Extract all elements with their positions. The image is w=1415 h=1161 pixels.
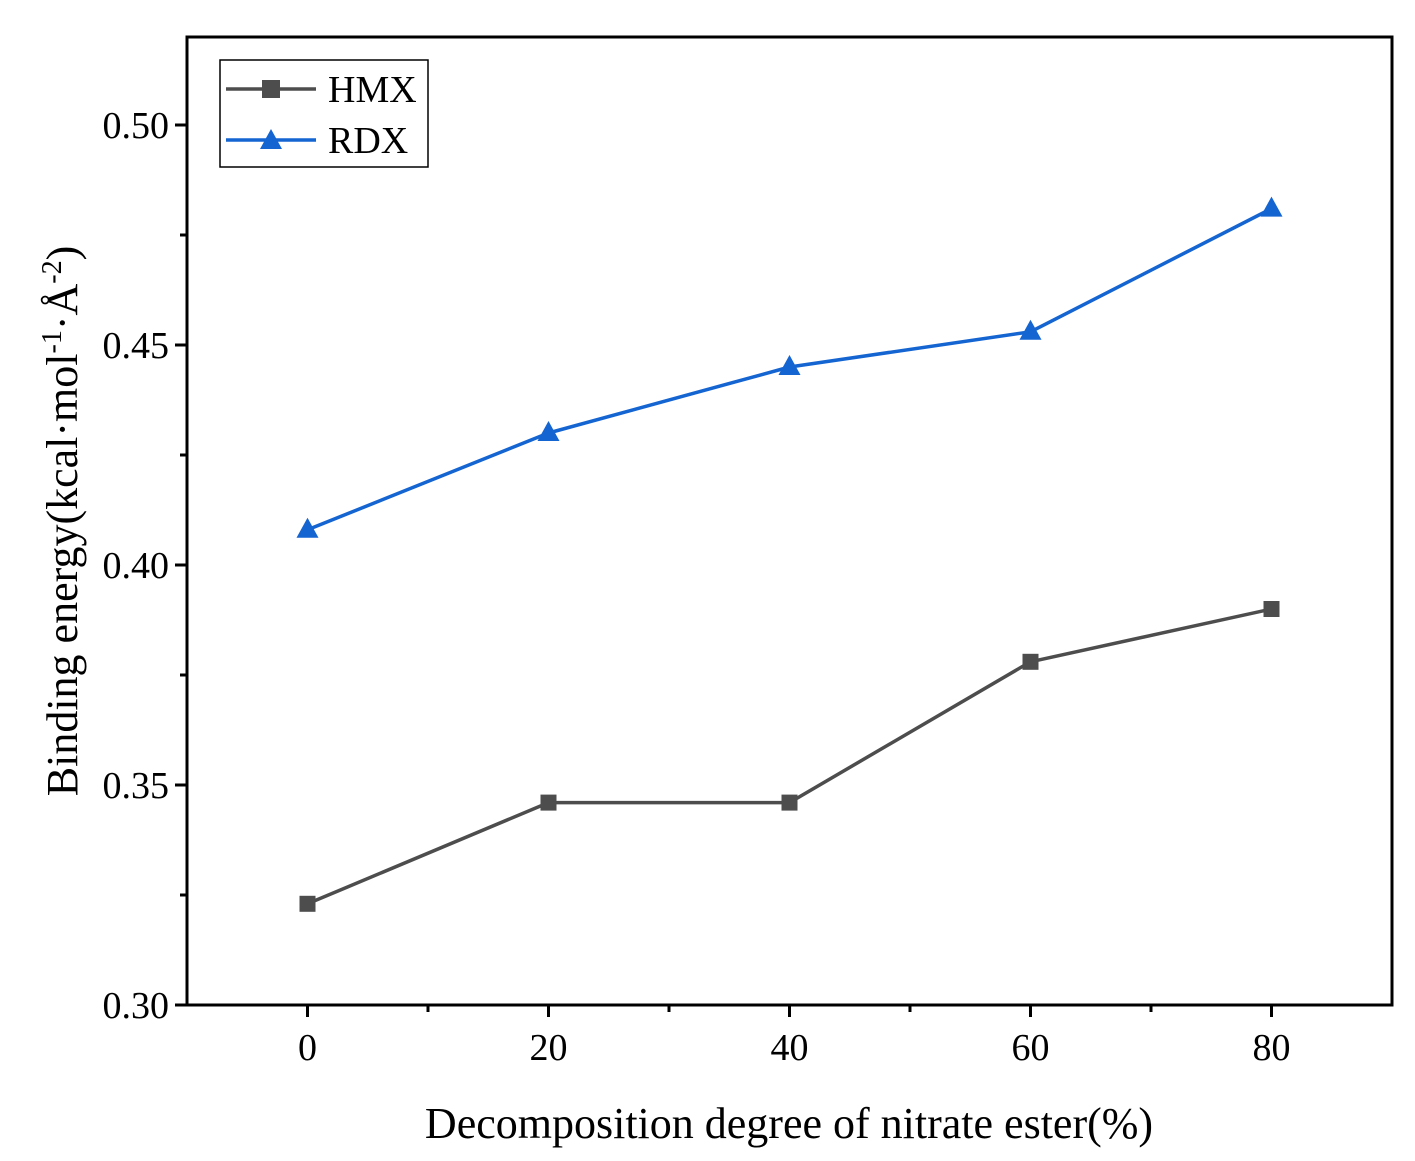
- data-point-rdx: [296, 517, 319, 538]
- legend-box: [219, 59, 429, 168]
- y-tick-labels: 0.30 0.35 0.40 0.45 0.50: [103, 105, 170, 1027]
- y-axis-title-middle: ·Å: [38, 284, 87, 331]
- y-axis-title-prefix: Binding energy(kcal·mol: [38, 354, 87, 797]
- data-point-rdx: [1260, 196, 1283, 217]
- data-point-hmx: [299, 895, 316, 912]
- y-axis-title: Binding energy(kcal·mol-1·Å-2): [37, 246, 87, 797]
- y-tick-label: 0.50: [103, 105, 170, 147]
- legend-label-rdx: RDX: [328, 120, 408, 162]
- legend-label-hmx: HMX: [328, 69, 417, 111]
- x-tick-label: 20: [530, 1027, 568, 1069]
- y-axis-title-sup1: -1: [37, 330, 68, 353]
- y-tick-label: 0.40: [103, 545, 170, 587]
- y-axis-title-sup2: -2: [37, 260, 68, 283]
- y-tick-label: 0.30: [103, 985, 170, 1027]
- y-tick-label: 0.35: [103, 765, 170, 807]
- y-tick-label: 0.45: [103, 325, 170, 367]
- x-axis-title: Decomposition degree of nitrate ester(%): [425, 1099, 1153, 1148]
- data-point-hmx: [781, 794, 798, 811]
- legend-marker-hmx: [262, 80, 280, 98]
- data-point-rdx: [1019, 319, 1042, 340]
- data-point-hmx: [1022, 653, 1039, 670]
- legend: HMX RDX: [219, 59, 429, 168]
- x-tick-label: 40: [771, 1027, 809, 1069]
- x-tick-label: 80: [1253, 1027, 1291, 1069]
- x-tick-label: 60: [1012, 1027, 1050, 1069]
- data-point-rdx: [778, 355, 801, 375]
- x-tick-label: 0: [298, 1027, 317, 1069]
- axis-ticks: [175, 123, 1273, 1017]
- y-axis-title-suffix: ): [38, 246, 87, 261]
- data-point-hmx: [1263, 601, 1280, 617]
- data-point-hmx: [540, 794, 557, 811]
- plot-frame: [185, 35, 1394, 1007]
- series-line-hmx: [306, 607, 1272, 906]
- series-group: [296, 196, 1283, 912]
- legend-marker-rdx: [260, 129, 282, 149]
- x-tick-labels: 0 20 40 60 80: [298, 1027, 1291, 1069]
- data-point-rdx: [537, 421, 560, 441]
